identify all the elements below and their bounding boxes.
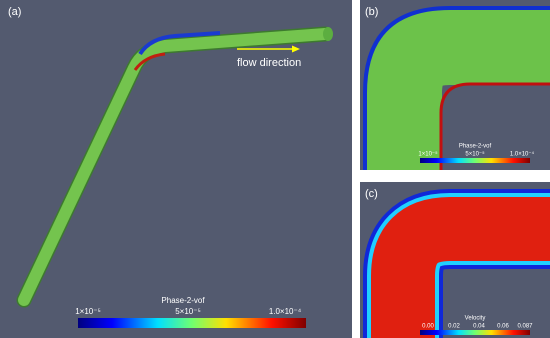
pipe-interface-outer <box>138 31 221 56</box>
colorbar-tick: 5×10⁻⁵ <box>465 151 485 158</box>
colorbar <box>420 158 530 163</box>
pipe-end <box>323 27 333 41</box>
colorbar-title: Phase-2-vof <box>161 296 205 305</box>
panel-c: (c) Velocity 0.00 0.02 0.04 0.06 0.087 <box>360 182 550 338</box>
panel-label: (a) <box>8 6 21 18</box>
colorbar-tick: 5×10⁻⁵ <box>175 307 201 316</box>
colorbar-tick: 1×10⁻⁵ <box>75 307 101 316</box>
panel-background <box>0 0 352 338</box>
annotation: flow direction <box>237 57 301 69</box>
pipe-interface-inner <box>439 82 550 170</box>
colorbar-tick: 1.0×10⁻⁴ <box>269 307 302 316</box>
pipe-interface-outer <box>363 6 550 170</box>
flow-arrowhead <box>292 45 300 53</box>
colorbar-title: Phase-2-vof <box>459 144 492 150</box>
pipe <box>18 28 331 306</box>
colorbar-tick: 0.00 <box>422 324 434 330</box>
pipe <box>364 7 550 170</box>
colorbar-tick: 0.06 <box>497 324 509 330</box>
panel-a: (a) flow direction Phase-2-vof 1×10⁻⁵ 5×… <box>0 0 352 338</box>
colorbar-tick: 0.02 <box>448 324 460 330</box>
colorbar-title: Velocity <box>465 316 486 322</box>
colorbar <box>78 318 306 328</box>
colorbar-tick: 0.04 <box>473 324 485 330</box>
colorbar-tick: 1×10⁻⁵ <box>418 151 438 158</box>
pipe-core <box>371 197 550 338</box>
panel-label: (b) <box>365 6 378 18</box>
pipe-interface-inner <box>133 52 166 71</box>
panel-label: (c) <box>365 188 378 200</box>
colorbar-tick: 0.087 <box>517 324 533 330</box>
colorbar-tick: 1.0×10⁻⁴ <box>510 151 535 158</box>
panel-b: (b) Phase-2-vof 1×10⁻⁵ 5×10⁻⁵ 1.0×10⁻⁴ <box>360 0 550 170</box>
colorbar <box>420 330 530 335</box>
